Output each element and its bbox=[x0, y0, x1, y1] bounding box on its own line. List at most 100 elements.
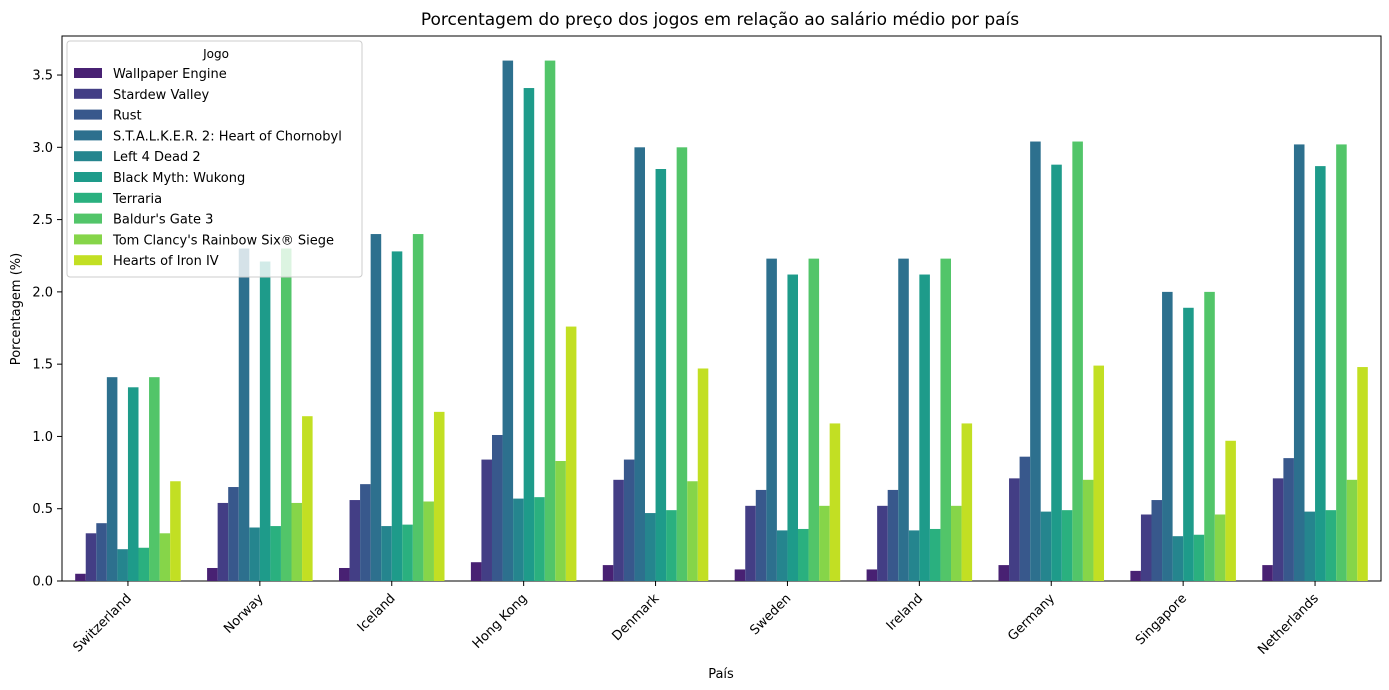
bar-netherlands-series-8 bbox=[1346, 479, 1358, 581]
bar-sweden-series-4 bbox=[776, 530, 788, 581]
y-axis-label: Porcentagem (%) bbox=[9, 253, 24, 365]
bar-iceland-series-2 bbox=[360, 484, 371, 581]
bar-ireland-series-8 bbox=[951, 505, 962, 581]
bar-singapore-series-5 bbox=[1183, 307, 1194, 581]
bar-germany-series-7 bbox=[1072, 141, 1083, 581]
bar-ireland-series-6 bbox=[929, 528, 941, 581]
x-tick-label: Iceland bbox=[355, 591, 399, 635]
x-tick-label: Hong Kong bbox=[470, 591, 531, 652]
bar-singapore-series-3 bbox=[1162, 291, 1173, 581]
bar-ireland-series-0 bbox=[866, 569, 878, 581]
x-tick-label: Sweden bbox=[747, 591, 794, 638]
bar-denmark-series-2 bbox=[623, 459, 635, 581]
bar-switzerland-series-8 bbox=[159, 533, 171, 581]
legend-swatch bbox=[74, 192, 102, 203]
bar-hong-kong-series-1 bbox=[481, 459, 492, 581]
bar-hong-kong-series-5 bbox=[523, 88, 535, 581]
bar-germany-series-6 bbox=[1061, 510, 1073, 581]
bar-denmark-series-5 bbox=[655, 169, 667, 581]
bar-ireland-series-7 bbox=[940, 258, 951, 581]
bar-sweden-series-9 bbox=[829, 423, 841, 581]
legend-frame bbox=[66, 40, 363, 278]
bar-sweden-series-0 bbox=[734, 569, 746, 581]
x-axis: Switzerland Norway Iceland Hong Kong Denmark… bbox=[71, 581, 1322, 658]
bar-norway-series-0 bbox=[207, 567, 218, 581]
legend-entry-label: Tom Clancy's Rainbow Six® Siege bbox=[112, 233, 334, 248]
bar-norway-series-4 bbox=[249, 527, 260, 581]
y-tick-label: 0.5 bbox=[32, 502, 53, 517]
bar-denmark-series-1 bbox=[613, 479, 624, 581]
x-tick-label: Ireland bbox=[884, 591, 926, 633]
legend-entry-label: Baldur's Gate 3 bbox=[113, 213, 213, 228]
bar-sweden-series-3 bbox=[766, 258, 777, 581]
bar-netherlands-series-0 bbox=[1262, 565, 1273, 581]
bar-netherlands-series-4 bbox=[1304, 511, 1316, 581]
legend-entry-label: Wallpaper Engine bbox=[113, 67, 227, 82]
x-tick-label: Norway bbox=[221, 591, 267, 637]
bar-ireland-series-2 bbox=[887, 489, 899, 581]
bar-germany-series-3 bbox=[1030, 141, 1041, 581]
bar-netherlands-series-5 bbox=[1315, 166, 1326, 582]
bar-sweden-series-6 bbox=[798, 528, 809, 581]
legend-swatch bbox=[74, 109, 102, 120]
bar-singapore-series-1 bbox=[1140, 514, 1152, 581]
bar-sweden-series-8 bbox=[819, 505, 830, 581]
y-tick-label: 2.5 bbox=[32, 213, 53, 228]
bar-sweden-series-7 bbox=[808, 258, 820, 581]
bar-iceland-series-4 bbox=[381, 526, 392, 581]
bar-switzerland-series-1 bbox=[85, 533, 97, 581]
bar-hong-kong-series-2 bbox=[491, 434, 503, 581]
bar-denmark-series-0 bbox=[602, 565, 614, 581]
legend: Jogo Wallpaper Engine Stardew Valley Rust S… bbox=[66, 40, 363, 278]
bar-switzerland-series-6 bbox=[138, 547, 150, 581]
bar-norway-series-7 bbox=[280, 248, 292, 581]
x-tick-label: Netherlands bbox=[1255, 591, 1322, 658]
bar-iceland-series-0 bbox=[338, 567, 350, 581]
legend-entry-label: Rust bbox=[113, 109, 142, 124]
bar-germany-series-4 bbox=[1040, 511, 1052, 581]
bar-singapore-series-2 bbox=[1151, 500, 1163, 581]
bar-ireland-series-1 bbox=[877, 505, 888, 581]
bar-norway-series-9 bbox=[302, 416, 313, 581]
x-tick-label: Switzerland bbox=[71, 591, 135, 655]
y-axis: 0.0 0.5 1.0 1.5 2.0 2.5 3.0 3.5 bbox=[32, 69, 62, 590]
legend-items: Wallpaper Engine Stardew Valley Rust S.T.A.… bbox=[74, 67, 342, 269]
bar-iceland-series-1 bbox=[349, 500, 361, 581]
legend-swatch bbox=[74, 151, 102, 162]
bar-switzerland-series-5 bbox=[127, 387, 139, 581]
legend-entry-label: Hearts of Iron IV bbox=[113, 254, 219, 269]
bar-ireland-series-4 bbox=[908, 530, 920, 581]
bar-iceland-series-9 bbox=[433, 411, 445, 581]
bar-singapore-series-4 bbox=[1172, 536, 1184, 581]
bar-iceland-series-3 bbox=[370, 234, 382, 582]
bar-singapore-series-8 bbox=[1214, 514, 1226, 581]
bar-hong-kong-series-4 bbox=[513, 498, 524, 581]
bar-norway-series-1 bbox=[217, 502, 229, 581]
bar-hong-kong-series-3 bbox=[502, 60, 514, 581]
bar-ireland-series-3 bbox=[898, 258, 909, 581]
bar-netherlands-series-1 bbox=[1272, 478, 1284, 581]
bar-ireland-series-5 bbox=[919, 274, 930, 581]
bar-iceland-series-8 bbox=[423, 501, 434, 581]
bars bbox=[75, 60, 1368, 582]
x-axis-label: País bbox=[708, 667, 734, 682]
bar-germany-series-9 bbox=[1093, 365, 1105, 581]
bar-singapore-series-7 bbox=[1204, 291, 1215, 581]
bar-norway-series-3 bbox=[238, 248, 250, 581]
bar-switzerland-series-9 bbox=[170, 481, 181, 581]
x-tick-label: Germany bbox=[1005, 591, 1058, 644]
legend-swatch bbox=[74, 255, 102, 266]
y-tick-label: 3.0 bbox=[32, 141, 53, 156]
bar-sweden-series-2 bbox=[755, 489, 767, 581]
y-tick-label: 0.0 bbox=[32, 575, 53, 590]
bar-switzerland-series-3 bbox=[106, 377, 118, 581]
bar-iceland-series-6 bbox=[402, 524, 413, 581]
legend-swatch bbox=[74, 234, 102, 245]
bar-germany-series-1 bbox=[1009, 478, 1020, 581]
bar-norway-series-2 bbox=[228, 487, 239, 581]
legend-entry-label: S.T.A.L.K.E.R. 2: Heart of Chornobyl bbox=[113, 129, 342, 144]
bar-singapore-series-6 bbox=[1193, 534, 1205, 581]
bar-hong-kong-series-8 bbox=[555, 461, 566, 581]
bar-denmark-series-4 bbox=[645, 513, 656, 581]
x-tick-label: Singapore bbox=[1133, 591, 1190, 648]
